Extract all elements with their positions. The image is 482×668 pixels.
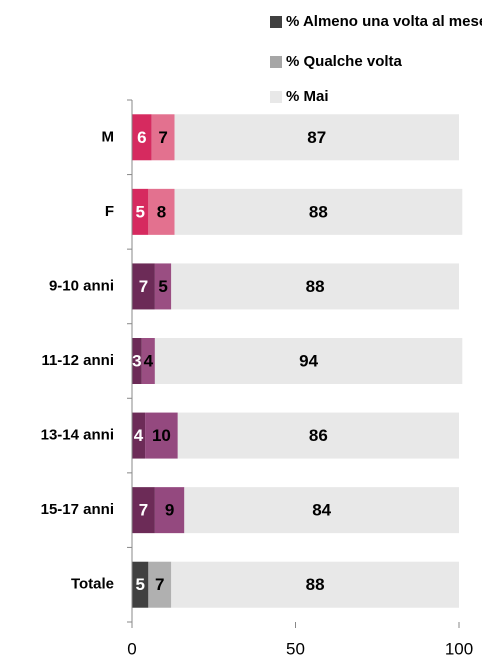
data-label: 7 (155, 575, 164, 594)
bar-segment (132, 412, 146, 459)
legend-label: % Mai (286, 88, 329, 105)
data-label: 4 (144, 351, 154, 370)
legend-swatch (270, 16, 282, 28)
data-label: 94 (299, 351, 318, 370)
bar-segment (154, 263, 172, 310)
legend-label: % Qualche volta (286, 53, 403, 70)
data-label: 7 (139, 277, 148, 296)
legend-label: % Almeno una volta al mese (286, 13, 482, 30)
bar-segment (132, 487, 155, 534)
data-label: 5 (135, 575, 144, 594)
bar-segment (148, 188, 175, 235)
y-tick-label: 9-10 anni (49, 277, 114, 294)
bar-segment (151, 114, 175, 161)
bar-segment (132, 188, 149, 235)
bar-segment (171, 263, 460, 310)
x-tick-label: 100 (445, 639, 473, 658)
y-tick-label: Totale (71, 576, 114, 593)
data-label: 10 (152, 426, 171, 445)
y-tick-label: 13-14 anni (41, 427, 114, 444)
data-label: 84 (312, 501, 331, 520)
bar-segment (148, 561, 172, 608)
bar-segment (174, 188, 463, 235)
legend-swatch (270, 56, 282, 68)
y-tick-label: 15-17 anni (41, 501, 114, 518)
data-label: 88 (309, 202, 328, 221)
bar-segment (132, 338, 142, 384)
data-label: 87 (307, 128, 326, 147)
data-label: 86 (309, 426, 328, 445)
data-label: 88 (306, 277, 325, 296)
data-label: 7 (158, 128, 167, 147)
data-label: 3 (132, 351, 141, 370)
bar-segment (154, 338, 463, 384)
bar-segment (154, 487, 185, 534)
data-label: 6 (137, 128, 146, 147)
data-label: 9 (165, 501, 174, 520)
data-label: 5 (135, 202, 144, 221)
data-label: 7 (139, 501, 148, 520)
bar-segment (184, 487, 459, 534)
data-label: 5 (158, 277, 167, 296)
y-tick-label: 11-12 anni (41, 352, 114, 369)
data-label: 8 (157, 202, 166, 221)
y-tick-label: F (105, 203, 114, 220)
legend-swatch (270, 91, 282, 103)
bar-segment (177, 412, 459, 459)
bar-segment (132, 114, 152, 161)
bar-segment (132, 263, 155, 310)
x-tick-label: 0 (127, 639, 136, 658)
bar-segment (145, 412, 178, 459)
y-tick-label: M (102, 128, 115, 145)
bar-segment (174, 114, 459, 161)
data-label: 4 (134, 426, 144, 445)
x-tick-label: 50 (286, 639, 305, 658)
bar-segment (132, 561, 149, 608)
bar-segment (141, 338, 155, 384)
data-label: 88 (306, 575, 325, 594)
bar-segment (171, 561, 460, 608)
